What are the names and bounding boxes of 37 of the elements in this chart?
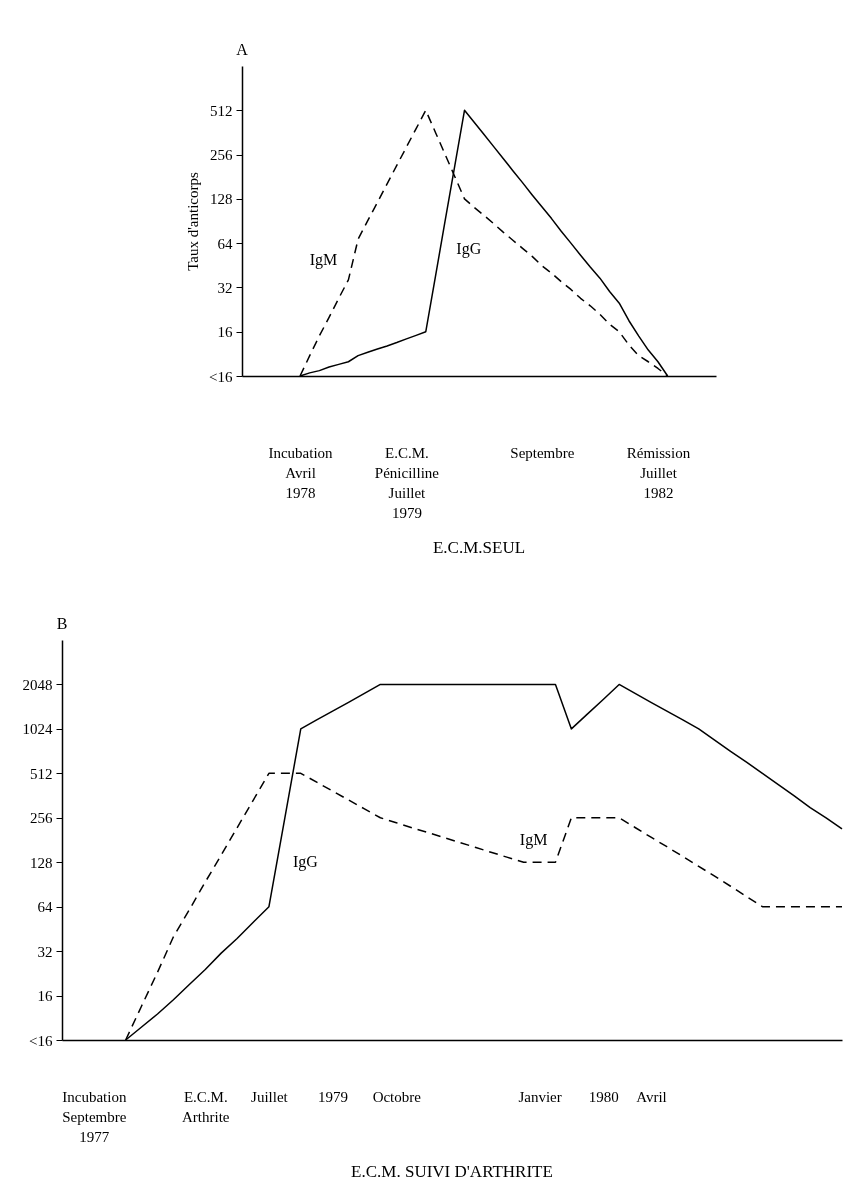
y-tick-label: 128 bbox=[30, 854, 53, 871]
text: E.C.M. SUIVI D'ARTHRITE bbox=[351, 1162, 553, 1178]
y-tick-label: 32 bbox=[37, 943, 53, 960]
series-label: IgG bbox=[292, 853, 319, 872]
x-tick-label: Rémission Juillet 1982 bbox=[626, 444, 691, 501]
y-tick-label: 64 bbox=[37, 899, 53, 916]
y-tick-label: 32 bbox=[217, 279, 233, 296]
x-tick-label: Incubation Avril 1978 bbox=[268, 444, 334, 501]
y-tick-label: 512 bbox=[210, 102, 233, 119]
x-tick-label: Janvier bbox=[518, 1088, 562, 1105]
y-tick-label: 256 bbox=[30, 810, 53, 827]
y-tick-label: 64 bbox=[217, 235, 233, 252]
y-tick-label: 128 bbox=[210, 191, 233, 208]
y-tick-label: 16 bbox=[217, 324, 233, 341]
text: E.C.M.SEUL bbox=[432, 538, 526, 557]
y-tick-label: 2048 bbox=[22, 676, 53, 693]
x-tick-label: E.C.M. Pénicilline Juillet 1979 bbox=[374, 444, 440, 521]
series-label: IgG bbox=[456, 239, 482, 258]
x-tick-label: 1979 bbox=[318, 1088, 349, 1105]
series-label: IgM bbox=[309, 250, 338, 269]
x-tick-label: Incubation Septembre 1977 bbox=[62, 1088, 127, 1145]
y-axis-title: Taux d'anticorps bbox=[185, 171, 202, 271]
series-label: IgM bbox=[519, 831, 548, 849]
x-tick-label: Juillet bbox=[251, 1088, 289, 1105]
y-tick-label: 1024 bbox=[22, 721, 53, 738]
y-tick-label: 256 bbox=[210, 147, 233, 164]
text: A bbox=[236, 41, 249, 58]
x-tick-label: Octobre bbox=[372, 1088, 422, 1105]
x-tick-label: Septembre bbox=[510, 444, 575, 461]
x-tick-label: 1980 bbox=[588, 1088, 619, 1105]
y-tick-label: <16 bbox=[29, 1032, 53, 1049]
y-tick-label: 16 bbox=[37, 988, 53, 1005]
y-tick-label: 512 bbox=[30, 765, 53, 782]
x-tick-label: Avril bbox=[636, 1088, 667, 1105]
x-tick-label: E.C.M. Arthrite bbox=[182, 1088, 230, 1125]
y-tick-label: <16 bbox=[209, 368, 233, 385]
text: B bbox=[56, 615, 68, 632]
